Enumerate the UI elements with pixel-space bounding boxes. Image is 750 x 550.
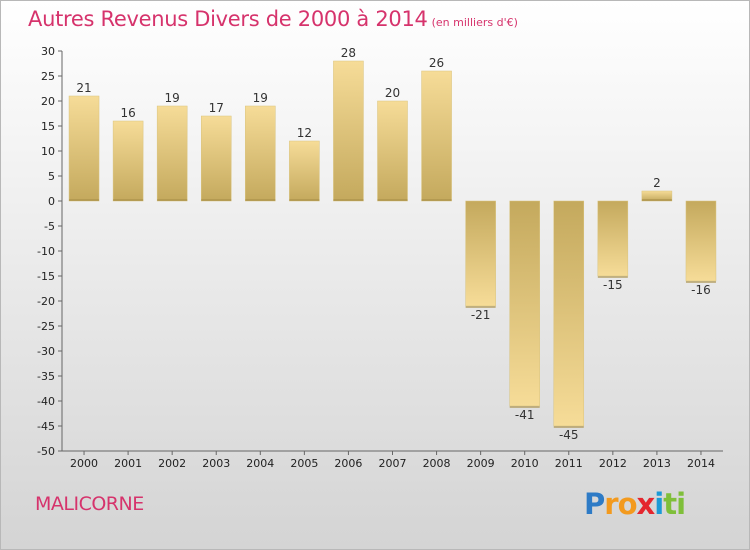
bar — [465, 200, 496, 307]
x-tick-label: 2003 — [202, 457, 230, 470]
bar-shadow — [377, 199, 408, 201]
bar — [68, 95, 100, 202]
x-tick-label: 2006 — [334, 457, 362, 470]
data-label: 20 — [385, 86, 400, 100]
y-tick-label: -40 — [37, 395, 55, 408]
bar-shadow — [421, 199, 452, 201]
y-tick-label: 20 — [41, 95, 55, 108]
bar — [377, 100, 408, 202]
bar — [553, 200, 585, 427]
data-label: 21 — [76, 81, 91, 95]
x-tick-label: 2004 — [246, 457, 274, 470]
x-tick-label: 2013 — [643, 457, 671, 470]
bar — [289, 140, 320, 202]
y-tick-label: -20 — [37, 295, 55, 308]
y-tick-label: -45 — [37, 420, 55, 433]
y-tick-label: -35 — [37, 370, 55, 383]
bar — [421, 70, 452, 202]
brand-letter: i — [654, 487, 664, 521]
x-tick-label: 2005 — [290, 457, 318, 470]
data-label: 16 — [120, 106, 135, 120]
data-label: -41 — [515, 408, 535, 422]
x-tick-label: 2014 — [687, 457, 715, 470]
bar-shadow — [465, 306, 496, 308]
bar — [685, 200, 717, 282]
data-label: 17 — [209, 101, 224, 115]
brand-letter: o — [617, 487, 638, 521]
y-tick-label: 15 — [41, 120, 55, 133]
data-label: -15 — [603, 278, 623, 292]
x-tick-label: 2008 — [423, 457, 451, 470]
data-label: 19 — [253, 91, 268, 105]
data-label: -16 — [691, 283, 711, 297]
y-tick-label: 10 — [41, 145, 55, 158]
bar — [333, 60, 364, 202]
brand-letter: r — [604, 487, 618, 521]
data-label: 28 — [341, 46, 356, 60]
bar-shadow — [201, 199, 232, 201]
x-tick-label: 2012 — [599, 457, 627, 470]
brand-letter: t — [663, 487, 677, 521]
x-tick-label: 2001 — [114, 457, 142, 470]
y-tick-label: -25 — [37, 320, 55, 333]
bar — [509, 200, 540, 407]
data-label: -45 — [559, 428, 579, 442]
y-tick-label: -15 — [37, 270, 55, 283]
y-tick-label: 0 — [48, 195, 55, 208]
data-label: 2 — [653, 176, 661, 190]
bar-shadow — [69, 199, 100, 201]
bar — [156, 105, 188, 202]
x-tick-label: 2002 — [158, 457, 186, 470]
bar-shadow — [245, 199, 276, 201]
y-tick-label: 5 — [48, 170, 55, 183]
bar — [112, 120, 144, 202]
bar — [597, 200, 629, 277]
y-tick-label: -10 — [37, 245, 55, 258]
bar — [200, 115, 232, 202]
data-label: 12 — [297, 126, 312, 140]
y-tick-label: 30 — [41, 45, 55, 58]
x-tick-label: 2010 — [511, 457, 539, 470]
x-tick-label: 2007 — [379, 457, 407, 470]
bar-shadow — [289, 199, 320, 201]
brand-logo: Proxiti — [584, 487, 686, 521]
brand-letter: x — [636, 487, 656, 521]
bar-shadow — [509, 406, 540, 408]
brand-letter: i — [676, 487, 686, 521]
x-tick-label: 2000 — [70, 457, 98, 470]
data-label: 26 — [429, 56, 444, 70]
bar-shadow — [597, 276, 628, 278]
bar-shadow — [641, 199, 672, 201]
y-tick-label: -30 — [37, 345, 55, 358]
bar-shadow — [113, 199, 144, 201]
chart-subtitle: (en milliers d'€) — [431, 16, 518, 29]
bar — [245, 105, 276, 202]
chart-title: Autres Revenus Divers de 2000 à 2014 (en … — [28, 7, 518, 31]
bar-shadow — [157, 199, 188, 201]
bar-shadow — [685, 281, 716, 283]
brand-letter: P — [584, 487, 605, 521]
x-tick-label: 2009 — [467, 457, 495, 470]
data-label: -21 — [471, 308, 491, 322]
bar-shadow — [553, 426, 584, 428]
y-tick-label: 25 — [41, 70, 55, 83]
x-tick-label: 2011 — [555, 457, 583, 470]
data-label: 19 — [165, 91, 180, 105]
y-tick-label: -5 — [44, 220, 55, 233]
town-name: MALICORNE — [35, 493, 144, 515]
bar-shadow — [333, 199, 364, 201]
y-tick-label: -50 — [37, 445, 55, 458]
